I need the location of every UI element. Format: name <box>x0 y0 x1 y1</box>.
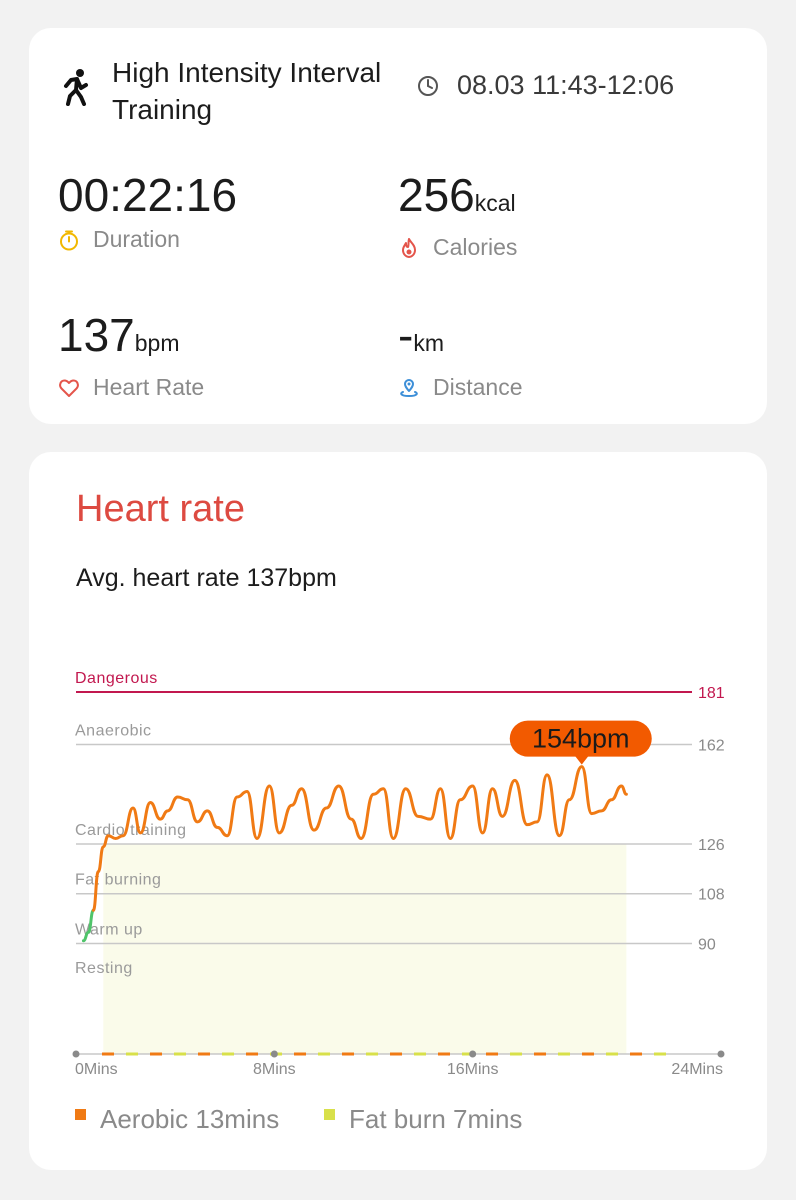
zone-tick-label: 162 <box>698 738 725 755</box>
x-tick-label: 8Mins <box>253 1061 296 1078</box>
zone-tick-label: 108 <box>698 887 725 904</box>
workout-summary-card: High Intensity Interval Training 08.03 1… <box>29 28 767 424</box>
calories-unit: kcal <box>474 190 516 216</box>
heart-rate-title: Heart rate <box>76 488 245 530</box>
heart-rate-line <box>91 765 628 912</box>
clock-icon <box>418 75 438 96</box>
heart-rate-value: 137 <box>58 309 135 361</box>
heart-rate-metric: 137bpm Heart Rate <box>58 310 204 401</box>
heart-outline-icon <box>59 378 79 397</box>
duration-label: Duration <box>93 226 180 252</box>
calories-metric: 256kcal Calories <box>398 170 517 261</box>
duration-value: 00:22:16 <box>58 169 238 221</box>
zone-tick-label: 181 <box>698 685 725 702</box>
zone-label-cardio-training: Cardio training <box>75 822 187 839</box>
running-figure-icon <box>63 68 91 106</box>
legend-fat-burn-label: Fat burn 7mins <box>349 1104 523 1134</box>
legend-aerobic-label: Aerobic 13mins <box>100 1104 280 1134</box>
zone-tick-label: 90 <box>698 936 716 953</box>
duration-metric: 00:22:16 Duration <box>58 170 237 253</box>
x-tick-dot <box>72 1050 80 1058</box>
zone-label-resting: Resting <box>75 960 133 977</box>
peak-bubble <box>509 720 652 757</box>
flame-icon <box>402 237 416 258</box>
heart-rate-chart: Dangerous 181 Anaerobic 162 Cardio training 1… <box>72 670 725 1078</box>
calories-label: Calories <box>433 234 518 260</box>
average-heart-rate: Avg. heart rate 137bpm <box>76 564 337 592</box>
legend-fat-burn: Fat burn 7mins <box>324 1104 522 1135</box>
heart-rate-unit: bpm <box>134 330 180 356</box>
x-tick-dot <box>270 1050 278 1058</box>
zone-tick-label: 126 <box>698 837 725 854</box>
peak-bubble-pointer <box>574 755 589 765</box>
time-range: 08.03 11:43-12:06 <box>417 70 674 101</box>
peak-label: 154bpm <box>532 724 630 754</box>
zone-label-anaerobic: Anaerobic <box>75 723 152 740</box>
zone-label-dangerous: Dangerous <box>75 670 158 687</box>
x-tick-label: 16Mins <box>447 1061 499 1078</box>
x-tick-label: 24Mins <box>671 1061 723 1078</box>
activity-title: High Intensity Interval Training <box>112 57 382 125</box>
legend-fat-burn-swatch <box>324 1109 335 1120</box>
distance-metric: -km Distance <box>398 310 522 401</box>
heart-rate-card: Heart rate Avg. heart rate 137bpm Danger… <box>29 452 767 1170</box>
distance-value: - <box>398 309 414 361</box>
time-range-text: 08.03 11:43-12:06 <box>457 70 675 100</box>
x-tick-dot <box>717 1050 725 1058</box>
chart-zone-fill <box>103 843 627 1054</box>
legend-aerobic-swatch <box>75 1109 86 1120</box>
stopwatch-icon <box>60 230 78 250</box>
x-tick-dot <box>469 1050 477 1058</box>
distance-unit: km <box>413 330 444 356</box>
legend-aerobic: Aerobic 13mins <box>75 1104 279 1135</box>
heart-rate-line-warmup <box>81 908 95 943</box>
calories-value: 256 <box>398 169 475 221</box>
distance-label: Distance <box>433 374 523 400</box>
heart-rate-label: Heart Rate <box>93 374 205 400</box>
x-tick-label: 0Mins <box>75 1061 118 1078</box>
zone-label-fat-burning: Fat burning <box>75 872 161 889</box>
location-pin-icon <box>400 378 418 397</box>
